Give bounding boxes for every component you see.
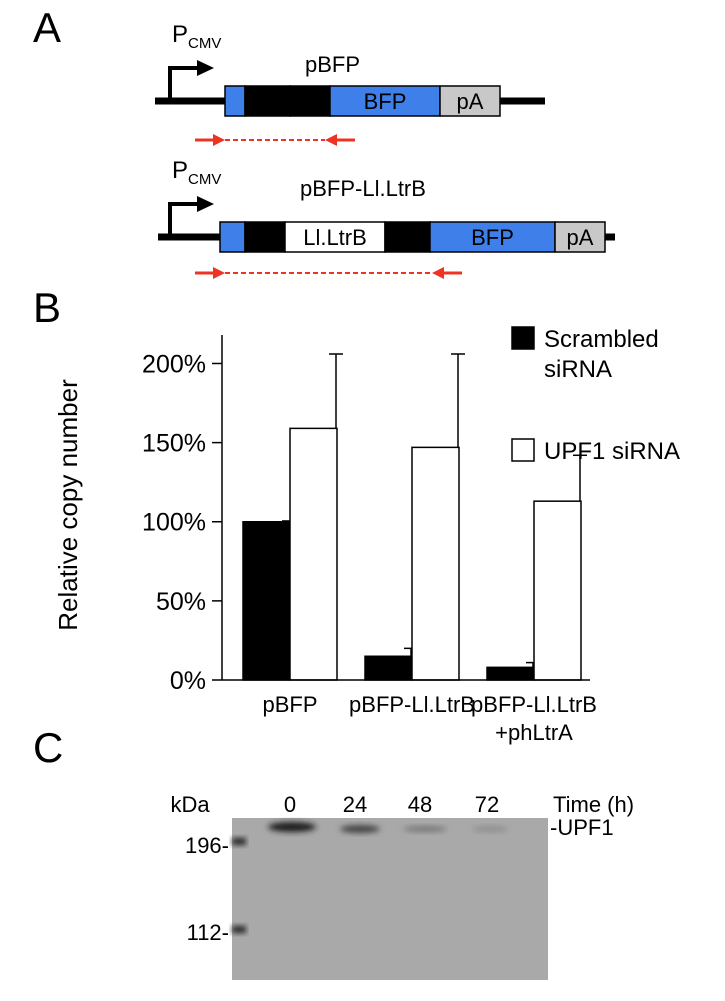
marker-band — [232, 838, 246, 845]
y-tick-label: 100% — [142, 509, 206, 537]
x-tick-label: pBFP — [262, 692, 317, 717]
primer-head — [213, 134, 225, 146]
bar — [364, 655, 413, 681]
segment-label: E1 — [252, 225, 279, 250]
segment-label: E2 — [394, 225, 421, 250]
band-label: -UPF1 — [550, 815, 614, 840]
promoter-arrow — [168, 66, 200, 101]
bar — [242, 520, 291, 681]
legend-label: UPF1 siRNA — [544, 438, 680, 465]
segment-box — [219, 221, 246, 253]
segment-label: BFP — [364, 89, 407, 114]
primer-head — [432, 267, 444, 279]
protein-band — [403, 826, 447, 832]
lane-label: 0 — [284, 792, 296, 817]
segment-label: pA — [567, 225, 594, 250]
bar — [289, 427, 338, 681]
segment-box — [554, 221, 606, 253]
segment-label: E1 — [254, 89, 281, 114]
lane-title: Time (h) — [553, 792, 634, 817]
segment-box — [384, 221, 431, 253]
panel-label: C — [33, 724, 63, 771]
protein-band — [268, 822, 316, 832]
segment-box — [329, 85, 441, 117]
legend-label: Scrambled siRNA — [544, 326, 659, 383]
y-tick-label: 50% — [156, 588, 206, 616]
protein-band — [340, 825, 380, 833]
promoter-arrow — [168, 202, 200, 237]
bar — [533, 500, 582, 681]
unit-label: kDa — [170, 792, 210, 817]
promoter-arrowhead — [197, 60, 214, 76]
bar — [486, 666, 535, 681]
legend-swatch — [511, 326, 535, 350]
primer-head — [325, 134, 337, 146]
x-tick-label: pBFP-Ll.LtrB — [349, 692, 475, 717]
y-axis-label: Relative copy number — [53, 379, 83, 631]
segment-label: BFP — [471, 225, 514, 250]
primer-head — [213, 267, 225, 279]
bar — [411, 446, 460, 681]
panel-label: B — [33, 284, 61, 331]
segment-box — [224, 85, 246, 117]
segment-label: Ll.LtrB — [303, 225, 367, 250]
promoter-label: P — [172, 21, 188, 48]
construct-name: pBFP — [305, 52, 360, 77]
panel-label: A — [33, 4, 61, 51]
blot — [232, 818, 548, 980]
promoter-subscript: CMV — [188, 171, 221, 188]
segment-label: pA — [457, 89, 484, 114]
marker-label: 196- — [185, 833, 229, 858]
construct-name: pBFP-Ll.LtrB — [300, 176, 426, 201]
marker-label: 112- — [187, 920, 229, 945]
marker-band — [232, 926, 246, 933]
y-tick-label: 200% — [142, 350, 206, 378]
segment-box — [289, 85, 331, 117]
y-tick-label: 0% — [170, 667, 206, 695]
y-tick-label: 150% — [142, 430, 206, 458]
lane-label: 72 — [475, 792, 499, 817]
segment-box — [439, 85, 501, 117]
promoter-label: P — [172, 157, 188, 184]
segment-label: E2 — [297, 89, 324, 114]
lane-label: 48 — [408, 792, 432, 817]
promoter-arrowhead — [197, 196, 214, 212]
protein-band — [472, 826, 508, 832]
legend-swatch — [511, 438, 535, 462]
lane-label: 24 — [343, 792, 367, 817]
segment-box — [244, 221, 286, 253]
x-tick-label: pBFP-Ll.LtrB +phLtrA — [471, 692, 597, 745]
promoter-subscript: CMV — [188, 35, 221, 52]
